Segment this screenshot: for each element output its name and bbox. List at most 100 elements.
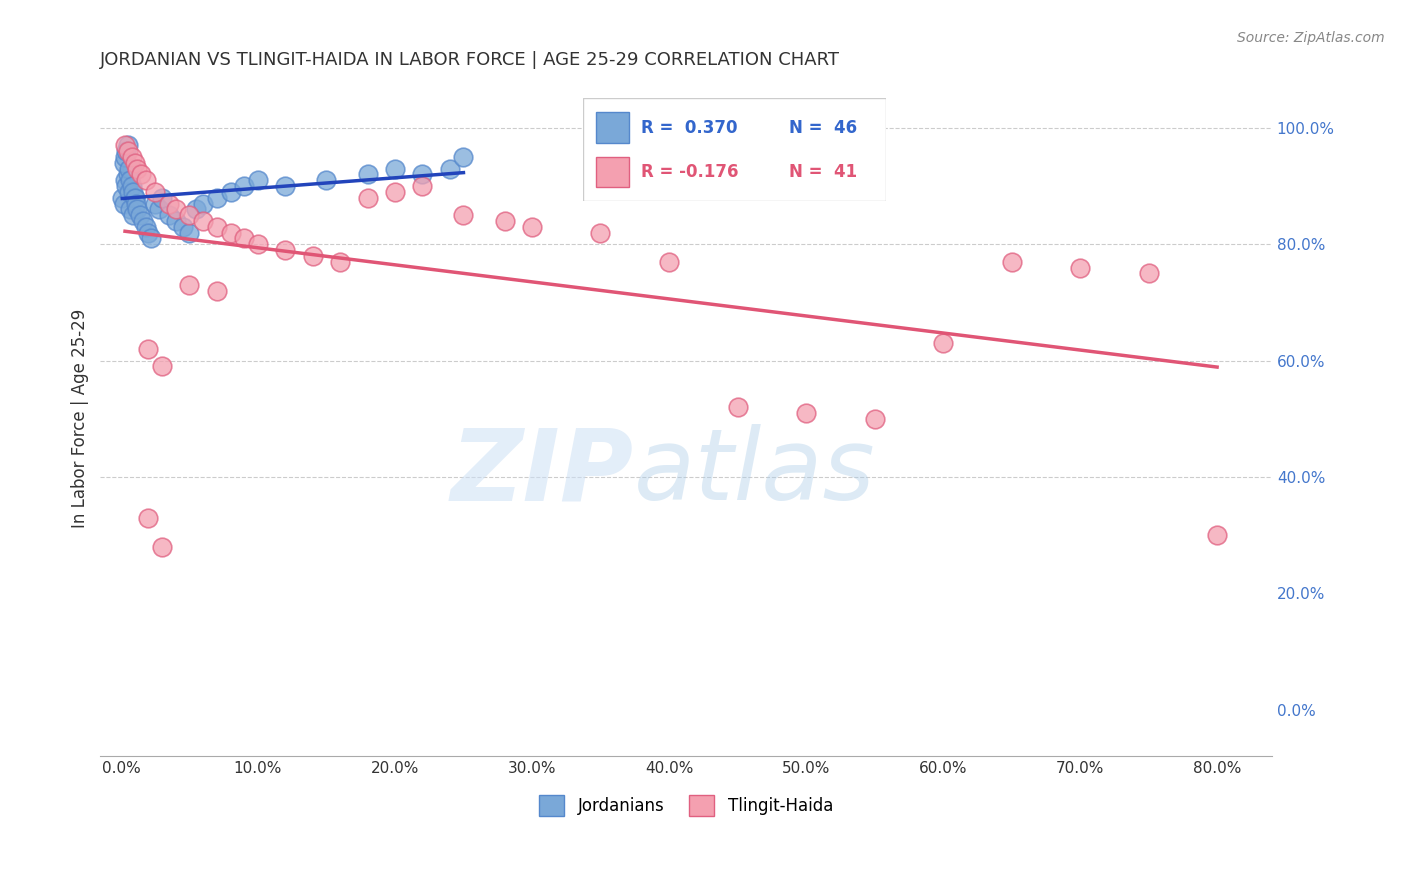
Point [112,196,135,211]
Point [165,214,187,228]
Point [205,284,228,298]
Point [122,208,145,222]
Point [1206,528,1229,542]
Point [411,179,433,194]
Point [131,168,153,182]
Point [124,191,146,205]
Point [658,254,681,268]
Point [127,161,149,176]
Point [165,202,187,217]
Point [219,185,242,199]
Point [120,202,142,217]
Point [191,196,214,211]
Point [121,150,143,164]
Text: R = -0.176: R = -0.176 [641,163,738,181]
Point [143,185,166,199]
Point [274,243,297,257]
Point [127,202,149,217]
Point [191,214,214,228]
Point [411,168,433,182]
Point [111,191,134,205]
Point [125,196,148,211]
Point [117,168,139,182]
Point [246,173,269,187]
Point [120,173,142,187]
Point [1137,266,1160,280]
Point [132,214,155,228]
Point [139,231,162,245]
Text: R =  0.370: R = 0.370 [641,119,737,136]
Point [124,191,146,205]
Point [150,359,173,374]
Point [233,231,256,245]
Legend: Jordanians, Tlingit-Haida: Jordanians, Tlingit-Haida [533,789,839,822]
Point [114,138,136,153]
Point [1000,254,1022,268]
Point [117,144,139,158]
Point [274,179,297,194]
Point [205,219,228,234]
Point [453,150,475,164]
Point [520,219,543,234]
Point [121,179,143,194]
Point [315,173,337,187]
Point [384,185,406,199]
Point [136,342,159,356]
Point [219,226,242,240]
Point [122,185,145,199]
Point [179,226,201,240]
Point [794,406,817,420]
Bar [596,112,628,144]
Point [118,185,141,199]
Point [114,150,136,164]
Point [179,277,201,292]
Point [205,191,228,205]
Point [136,510,159,524]
Point [118,161,141,176]
Point [1069,260,1091,275]
Text: N =  41: N = 41 [789,163,858,181]
Point [863,412,886,426]
Point [124,156,146,170]
Point [932,336,955,351]
Bar [596,157,628,187]
Point [246,237,269,252]
Text: atlas: atlas [634,425,875,521]
Point [150,540,173,554]
Point [233,179,256,194]
Point [150,191,173,205]
Point [179,208,201,222]
Point [301,249,323,263]
Point [117,138,139,153]
Y-axis label: In Labor Force | Age 25-29: In Labor Force | Age 25-29 [72,310,89,528]
Point [135,219,157,234]
Point [129,208,152,222]
Text: JORDANIAN VS TLINGIT-HAIDA IN LABOR FORCE | AGE 25-29 CORRELATION CHART: JORDANIAN VS TLINGIT-HAIDA IN LABOR FORC… [100,51,841,69]
Point [589,226,612,240]
Point [115,144,138,158]
Point [439,161,461,176]
Point [186,202,208,217]
Point [494,214,516,228]
Point [727,400,749,414]
FancyBboxPatch shape [583,98,886,201]
Point [135,173,157,187]
Point [172,219,194,234]
Point [114,173,136,187]
Point [157,196,180,211]
Point [115,179,138,194]
Point [356,191,378,205]
Point [112,156,135,170]
Point [453,208,475,222]
Point [136,226,159,240]
Text: ZIP: ZIP [450,425,634,521]
Point [121,161,143,176]
Point [148,202,170,217]
Point [157,208,180,222]
Point [384,161,406,176]
Text: N =  46: N = 46 [789,119,858,136]
Point [329,254,352,268]
Text: Source: ZipAtlas.com: Source: ZipAtlas.com [1237,31,1385,45]
Point [356,168,378,182]
Point [143,196,166,211]
